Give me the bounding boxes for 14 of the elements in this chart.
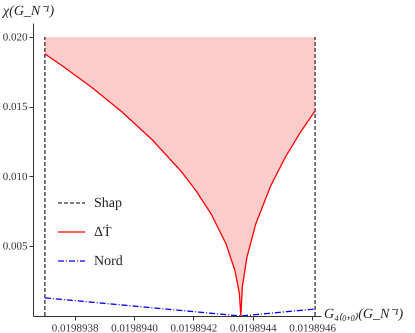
- x-axis-title: G₄₍₀,₀₎(G_N⁻¹): [324, 307, 404, 322]
- legend-label: Shap: [94, 196, 122, 211]
- y-tick-label: 0.010: [2, 170, 28, 183]
- y-tick-label: 0.020: [2, 31, 28, 44]
- x-tick-label: 0.0198946: [289, 322, 336, 333]
- legend-label: ΔṪ: [94, 224, 112, 240]
- x-tick-label: 0.0198944: [230, 322, 278, 333]
- legend-label: Nord: [94, 254, 123, 269]
- y-tick-label: 0.005: [2, 240, 28, 253]
- x-tick-label: 0.0198940: [111, 322, 158, 333]
- y-tick-label: 0.015: [2, 101, 28, 114]
- y-axis-title: χ(G_N⁻¹): [1, 4, 54, 19]
- x-tick-label: 0.0198938: [52, 322, 99, 333]
- x-tick-label: 0.0198942: [170, 322, 218, 333]
